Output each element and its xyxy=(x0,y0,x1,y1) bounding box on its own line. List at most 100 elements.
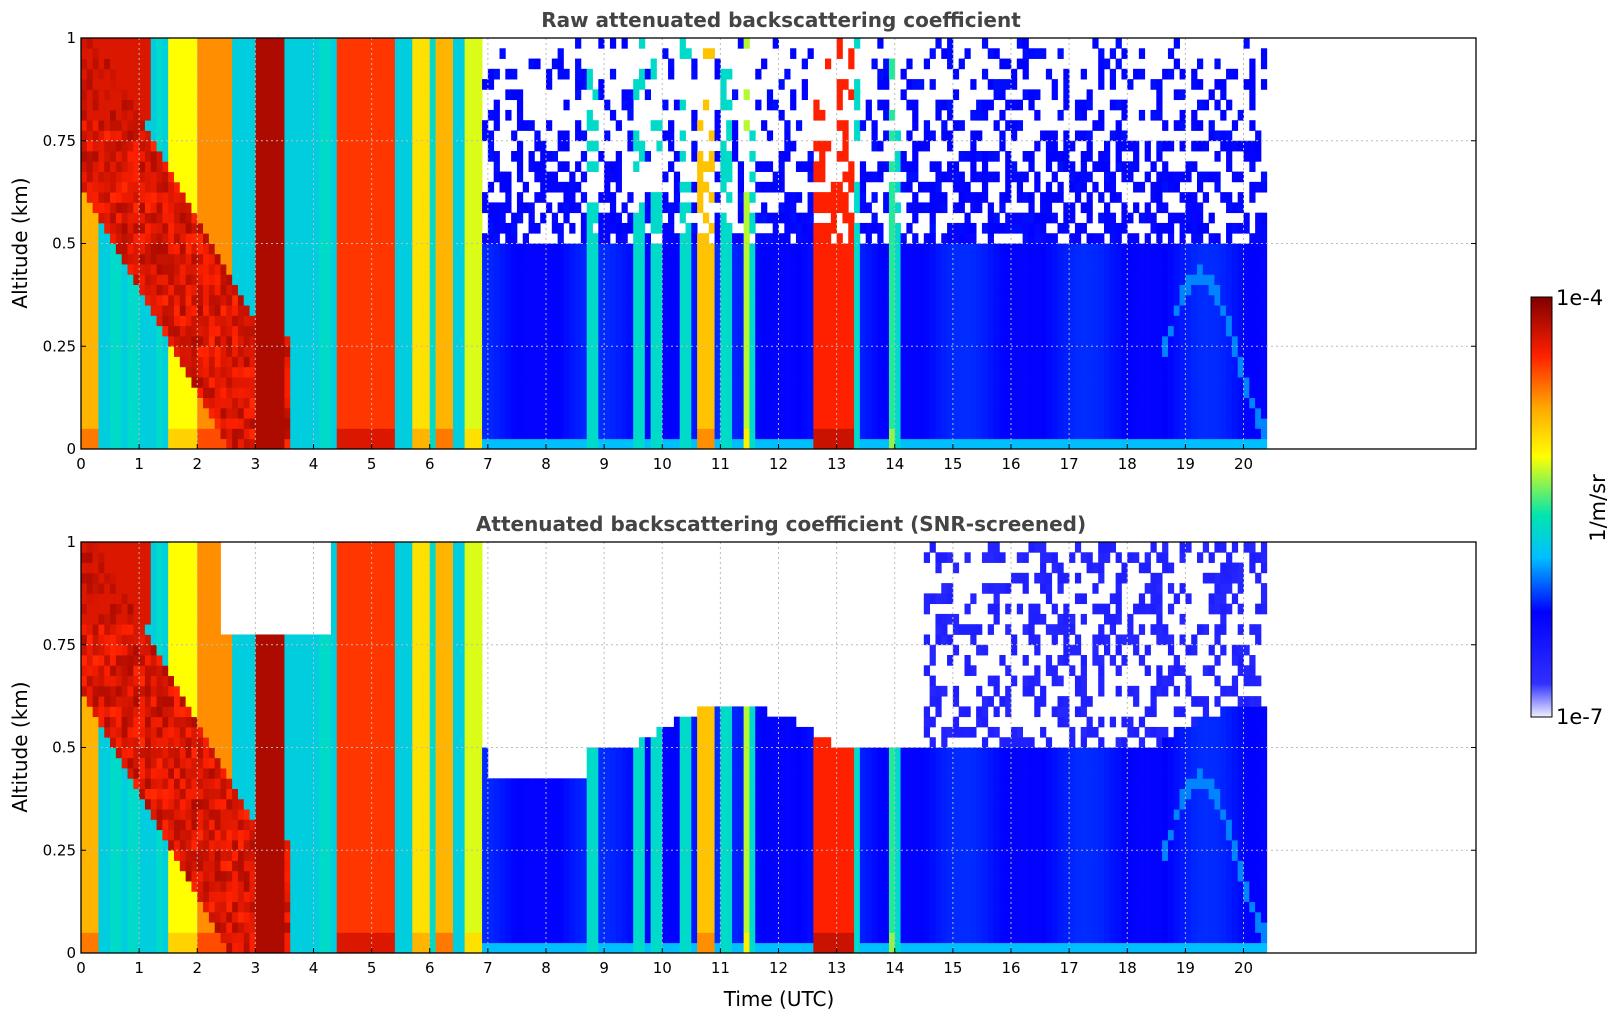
heatmap-cell xyxy=(749,366,756,378)
heatmap-cell xyxy=(354,58,361,70)
heatmap-cell xyxy=(423,346,431,357)
heatmap-cell xyxy=(203,264,210,275)
heatmap-cell xyxy=(673,192,681,203)
heatmap-cell xyxy=(505,335,512,347)
heatmap-cell xyxy=(313,222,320,234)
heatmap-cell xyxy=(912,428,919,440)
heatmap-cell xyxy=(865,418,872,429)
heatmap-cell xyxy=(772,99,779,111)
heatmap-cell xyxy=(673,264,681,275)
heatmap-cell xyxy=(679,366,686,378)
heatmap-cell xyxy=(784,192,791,203)
heatmap-cell xyxy=(406,58,413,70)
heatmap-cell xyxy=(418,38,425,49)
heatmap-cell xyxy=(685,233,692,244)
heatmap-cell xyxy=(162,212,169,224)
heatmap-cell xyxy=(197,438,204,450)
heatmap-cell xyxy=(377,68,384,80)
heatmap-cell xyxy=(888,274,896,285)
heatmap-cell xyxy=(418,192,425,203)
heatmap-cell xyxy=(214,233,221,244)
heatmap-cell xyxy=(720,140,727,152)
heatmap-cell xyxy=(127,109,134,121)
heatmap-cell xyxy=(493,438,500,450)
heatmap-cell xyxy=(842,377,849,388)
heatmap-cell xyxy=(174,233,181,244)
heatmap-cell xyxy=(156,212,163,224)
heatmap-cell xyxy=(267,387,274,399)
heatmap-cell xyxy=(208,377,216,388)
heatmap-cell xyxy=(290,438,297,450)
heatmap-cell xyxy=(423,212,431,224)
heatmap-cell xyxy=(871,212,878,224)
heatmap-cell xyxy=(330,99,338,111)
heatmap-cell xyxy=(150,68,157,80)
heatmap-cell xyxy=(394,202,402,214)
heatmap-cell xyxy=(801,58,808,70)
heatmap-cell xyxy=(104,130,111,142)
heatmap-cell xyxy=(232,202,239,214)
heatmap-cell xyxy=(615,284,622,296)
heatmap-cell xyxy=(139,140,146,152)
heatmap-cell xyxy=(435,315,442,327)
heatmap-cell xyxy=(174,284,181,296)
heatmap-cell xyxy=(801,233,808,244)
heatmap-cell xyxy=(656,264,663,275)
heatmap-cell xyxy=(883,253,890,265)
heatmap-cell xyxy=(795,192,803,203)
heatmap-cell xyxy=(365,315,373,327)
heatmap-cell xyxy=(249,130,256,142)
heatmap-cell xyxy=(859,397,867,409)
heatmap-cell xyxy=(493,202,500,214)
heatmap-cell xyxy=(365,151,373,162)
heatmap-cell xyxy=(737,377,745,388)
heatmap-cell xyxy=(883,243,890,255)
heatmap-cell xyxy=(633,274,640,285)
heatmap-cell xyxy=(383,192,390,203)
heatmap-cell xyxy=(290,377,297,388)
heatmap-cell xyxy=(441,89,448,101)
heatmap-cell xyxy=(935,346,942,357)
heatmap-cell xyxy=(894,428,901,440)
heatmap-cell xyxy=(528,366,535,378)
heatmap-cell xyxy=(400,428,407,440)
heatmap-cell xyxy=(493,418,500,429)
heatmap-cell xyxy=(656,428,663,440)
heatmap-cell xyxy=(487,407,495,419)
heatmap-cell xyxy=(203,181,210,193)
heatmap-cell xyxy=(557,274,564,285)
heatmap-cell xyxy=(156,438,163,450)
heatmap-cell xyxy=(790,377,797,388)
heatmap-cell xyxy=(296,335,303,347)
heatmap-cell xyxy=(493,335,500,347)
heatmap-cell xyxy=(81,325,88,337)
heatmap-cell xyxy=(284,79,291,90)
heatmap-cell xyxy=(296,387,303,399)
heatmap-cell xyxy=(139,192,146,203)
heatmap-cell xyxy=(516,346,524,357)
heatmap-cell xyxy=(185,407,192,419)
heatmap-cell xyxy=(778,79,785,90)
heatmap-cell xyxy=(185,366,192,378)
heatmap-cell xyxy=(81,192,88,203)
heatmap-cell xyxy=(115,171,123,183)
heatmap-cell xyxy=(296,120,303,131)
heatmap-cell xyxy=(296,79,303,90)
heatmap-cell xyxy=(307,284,314,296)
heatmap-cell xyxy=(365,89,373,101)
heatmap-cell xyxy=(644,346,652,357)
heatmap-cell xyxy=(772,418,779,429)
heatmap-cell xyxy=(389,48,396,59)
heatmap-cell xyxy=(540,346,547,357)
heatmap-cell xyxy=(365,222,373,234)
heatmap-cell xyxy=(633,284,640,296)
heatmap-cell xyxy=(150,99,157,111)
heatmap-cell xyxy=(290,68,297,80)
heatmap-cell xyxy=(923,418,931,429)
heatmap-cell xyxy=(458,68,466,80)
heatmap-cell xyxy=(330,274,338,285)
heatmap-cell xyxy=(110,222,117,234)
heatmap-cell xyxy=(272,335,280,347)
heatmap-cell xyxy=(296,233,303,244)
heatmap-cell xyxy=(208,48,216,59)
